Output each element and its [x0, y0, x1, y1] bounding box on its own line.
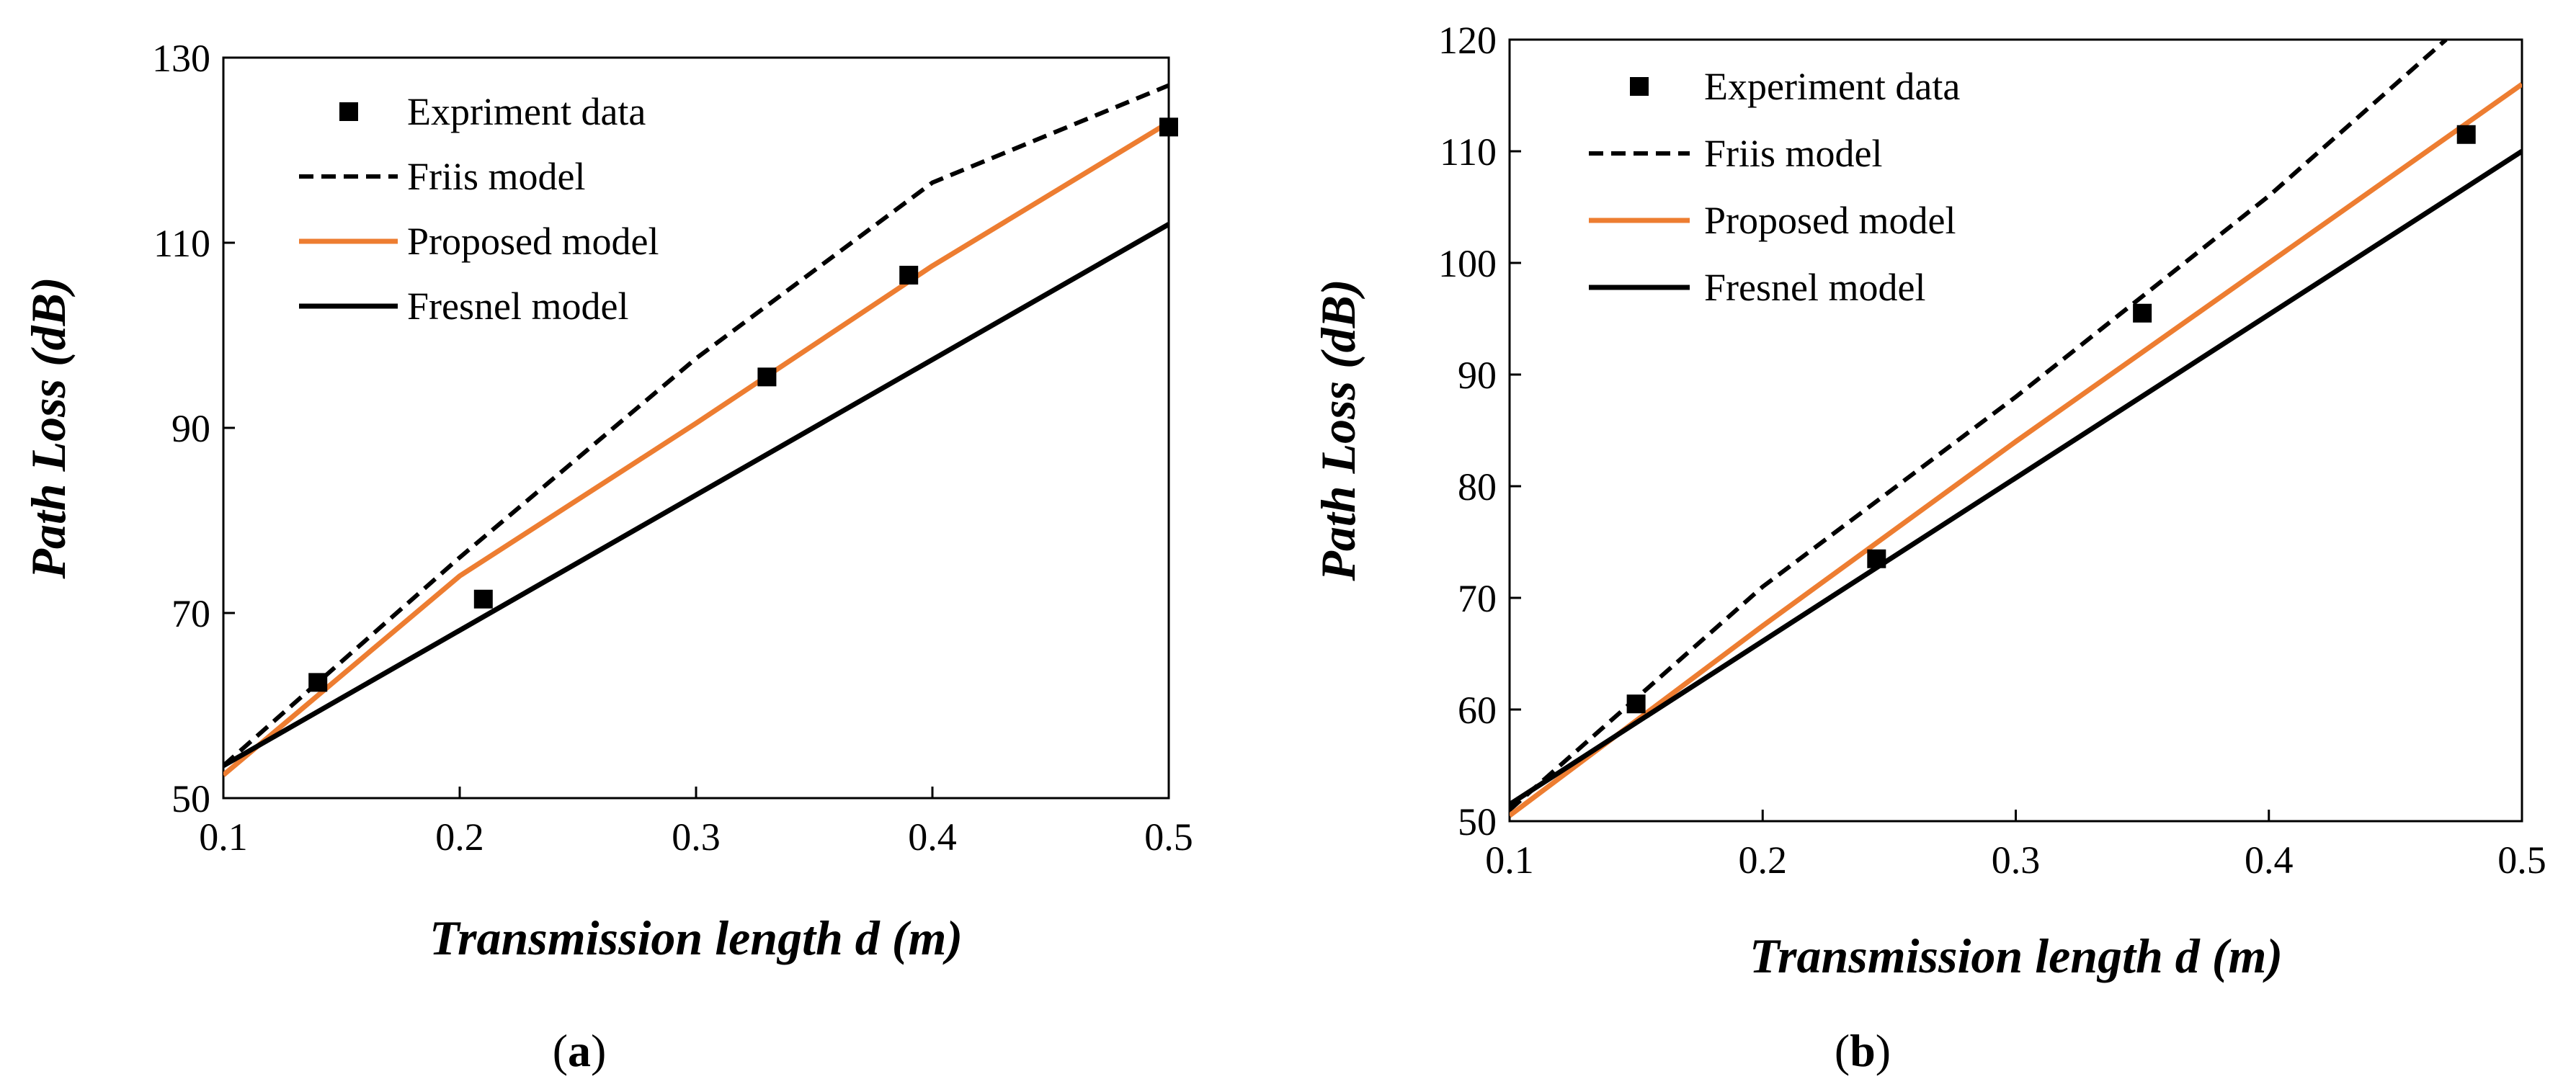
- data-point-marker: [1159, 117, 1178, 137]
- x-tick-label: 0.5: [2497, 838, 2546, 882]
- legend-b: Experiment data Friis model Proposed model…: [1589, 65, 1960, 309]
- panel-caption-b: (b): [1835, 1025, 1891, 1076]
- x-axis-title-a: Transmission length d (m): [429, 910, 963, 965]
- proposed-model-line: [223, 120, 1169, 777]
- data-point-marker: [2456, 125, 2476, 144]
- data-point-marker: [1867, 549, 1886, 568]
- x-tick-label: 0.3: [672, 815, 721, 859]
- y-tick-label: 110: [153, 222, 210, 265]
- x-tick-label: 0.5: [1144, 815, 1193, 859]
- y-tick-label: 120: [1438, 19, 1497, 62]
- data-point-marker: [1626, 694, 1646, 714]
- legend-label: Expriment data: [407, 90, 646, 133]
- x-tick-label: 0.3: [1992, 838, 2041, 882]
- data-point-marker: [899, 265, 919, 285]
- legend-label: Proposed model: [1704, 199, 1956, 242]
- legend-label: Fresnel model: [407, 285, 628, 328]
- y-tick-label: 90: [1458, 354, 1497, 397]
- legend-item: Experiment data: [1630, 65, 1960, 108]
- legend-label: Experiment data: [1704, 65, 1960, 108]
- y-tick-label: 110: [1440, 130, 1497, 174]
- x-tick-label: 0.1: [1485, 838, 1534, 882]
- y-tick-label: 70: [1458, 577, 1497, 620]
- y-tick-label: 130: [152, 37, 210, 80]
- legend-item: Friis model: [299, 155, 586, 198]
- fresnel-model-line: [1510, 149, 2522, 807]
- legend-item: Fresnel model: [1589, 266, 1925, 309]
- x-axis-title-b: Transmission length d (m): [1750, 928, 2283, 983]
- legend-label: Friis model: [1704, 132, 1883, 175]
- y-tick-label: 50: [171, 777, 210, 820]
- proposed-model-line: [1510, 82, 2522, 818]
- legend-label: Fresnel model: [1704, 266, 1925, 309]
- y-axis-title-b: Path Loss (dB): [1311, 279, 1365, 581]
- legend-label: Friis model: [407, 155, 586, 198]
- x-tick-label: 0.1: [199, 815, 248, 859]
- chart-panel-b: 50 60 70 80 90 100 110 120 0.1 0.2 0.3 0.4 0.5 Path…: [1311, 19, 2546, 1076]
- legend-marker: [1630, 77, 1649, 96]
- x-tick-label: 0.4: [908, 815, 957, 859]
- legend-item: Expriment data: [339, 90, 646, 133]
- y-tick-label: 90: [171, 407, 210, 450]
- x-tick-label: 0.2: [1739, 838, 1788, 882]
- legend-item: Friis model: [1589, 132, 1883, 175]
- data-point-marker: [308, 673, 328, 692]
- y-tick-label: 60: [1458, 689, 1497, 732]
- legend-marker: [339, 102, 358, 121]
- x-tick-label: 0.4: [2245, 838, 2294, 882]
- y-tick-label: 80: [1458, 465, 1497, 509]
- data-point-marker: [2133, 303, 2152, 323]
- fresnel-model-line: [223, 222, 1169, 769]
- data-point-marker: [473, 589, 493, 609]
- y-axis-title-a: Path Loss (dB): [21, 277, 76, 579]
- y-tick-label: 100: [1438, 242, 1497, 285]
- chart-panel-a: 50 70 90 110 130 0.1 0.2 0.3 0.4 0.5 Path Loss (…: [21, 37, 1193, 1076]
- friis-model-line: [223, 83, 1169, 768]
- panel-caption-a: (a): [553, 1025, 607, 1076]
- legend-item: Proposed model: [1589, 199, 1956, 242]
- y-tick-label: 70: [171, 592, 210, 635]
- legend-item: Proposed model: [299, 220, 659, 263]
- data-point-marker: [757, 367, 777, 387]
- friis-model-line: [1510, 40, 2448, 812]
- legend-item: Fresnel model: [299, 285, 628, 328]
- x-tick-label: 0.2: [435, 815, 484, 859]
- y-tick-label: 50: [1458, 800, 1497, 843]
- legend-a: Expriment data Friis model Proposed model F…: [299, 90, 659, 328]
- legend-label: Proposed model: [407, 220, 659, 263]
